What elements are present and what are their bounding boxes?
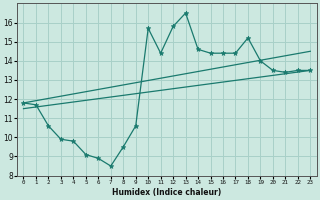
- X-axis label: Humidex (Indice chaleur): Humidex (Indice chaleur): [112, 188, 221, 197]
